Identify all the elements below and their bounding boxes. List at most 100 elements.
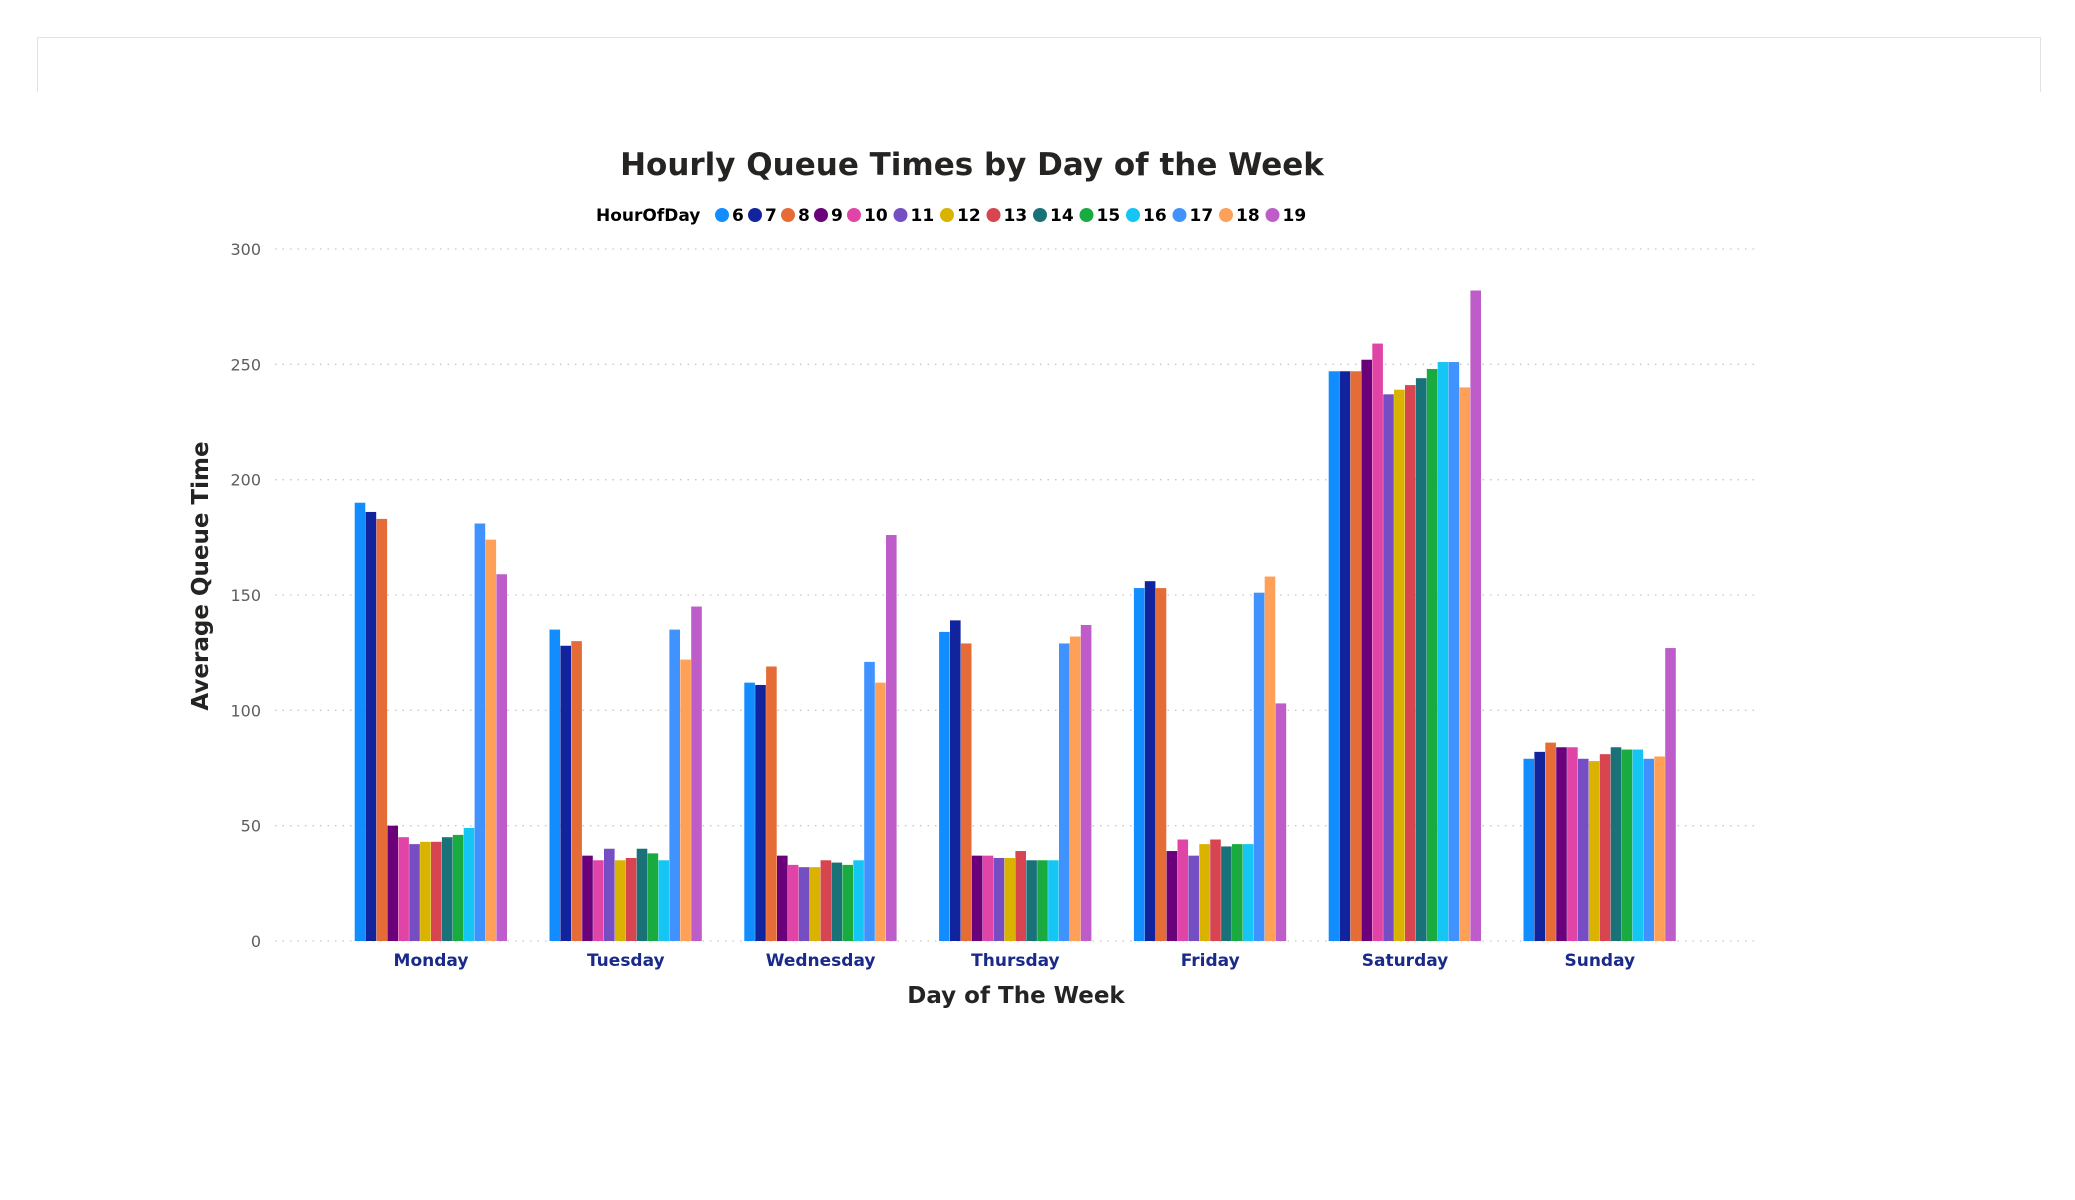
bar-sunday-hour-13[interactable] (1599, 754, 1611, 941)
bar-monday-hour-10[interactable] (398, 837, 409, 941)
bar-saturday-hour-18[interactable] (1459, 387, 1471, 941)
bar-tuesday-hour-19[interactable] (691, 606, 702, 941)
bar-sunday-hour-14[interactable] (1610, 747, 1622, 941)
bar-saturday-hour-7[interactable] (1339, 371, 1351, 941)
bar-wednesday-hour-18[interactable] (875, 682, 886, 941)
bar-tuesday-hour-16[interactable] (658, 860, 670, 941)
bar-monday-hour-19[interactable] (496, 574, 507, 941)
bar-sunday-hour-9[interactable] (1556, 747, 1567, 941)
bar-monday-hour-14[interactable] (441, 837, 453, 941)
bar-tuesday-hour-15[interactable] (647, 853, 659, 941)
bar-tuesday-hour-7[interactable] (560, 645, 571, 941)
bar-wednesday-hour-15[interactable] (842, 864, 853, 941)
bar-friday-hour-18[interactable] (1264, 576, 1276, 941)
bars[interactable] (354, 290, 1676, 942)
legend-item-18[interactable]: 18 (1236, 206, 1260, 226)
bar-sunday-hour-8[interactable] (1545, 742, 1556, 941)
legend-item-14[interactable]: 14 (1050, 206, 1074, 226)
bar-monday-hour-8[interactable] (376, 518, 388, 941)
bar-wednesday-hour-17[interactable] (864, 661, 875, 941)
bar-sunday-hour-6[interactable] (1523, 758, 1535, 941)
bar-wednesday-hour-7[interactable] (755, 684, 766, 941)
bar-saturday-hour-10[interactable] (1372, 343, 1383, 941)
legend-item-7[interactable]: 7 (765, 206, 777, 226)
legend-item-12[interactable]: 12 (957, 206, 981, 226)
bar-friday-hour-7[interactable] (1144, 581, 1156, 941)
bar-sunday-hour-18[interactable] (1654, 756, 1665, 941)
bar-tuesday-hour-18[interactable] (680, 659, 691, 941)
bar-tuesday-hour-12[interactable] (614, 860, 626, 941)
bar-monday-hour-9[interactable] (387, 825, 398, 941)
bar-wednesday-hour-10[interactable] (787, 864, 799, 941)
bar-wednesday-hour-11[interactable] (798, 867, 810, 941)
bar-sunday-hour-16[interactable] (1632, 749, 1644, 941)
bar-saturday-hour-17[interactable] (1448, 362, 1460, 941)
bar-wednesday-hour-12[interactable] (809, 867, 821, 941)
bar-wednesday-hour-6[interactable] (744, 682, 755, 941)
bar-friday-hour-9[interactable] (1166, 851, 1178, 941)
bar-sunday-hour-10[interactable] (1567, 747, 1578, 941)
bar-monday-hour-15[interactable] (452, 834, 464, 941)
bar-wednesday-hour-14[interactable] (831, 862, 843, 941)
bar-friday-hour-8[interactable] (1155, 588, 1167, 941)
bar-tuesday-hour-9[interactable] (582, 855, 593, 941)
bar-sunday-hour-12[interactable] (1588, 761, 1600, 941)
bar-friday-hour-16[interactable] (1242, 844, 1254, 941)
bar-sunday-hour-19[interactable] (1665, 648, 1676, 941)
bar-sunday-hour-11[interactable] (1578, 758, 1589, 941)
bar-saturday-hour-15[interactable] (1426, 368, 1438, 941)
bar-thursday-hour-13[interactable] (1015, 851, 1026, 941)
bar-thursday-hour-10[interactable] (982, 855, 994, 941)
bar-tuesday-hour-11[interactable] (604, 848, 615, 941)
bar-saturday-hour-8[interactable] (1350, 371, 1362, 941)
bar-saturday-hour-19[interactable] (1470, 290, 1481, 941)
bar-monday-hour-13[interactable] (431, 841, 442, 941)
bar-monday-hour-7[interactable] (365, 511, 377, 941)
bar-tuesday-hour-10[interactable] (593, 860, 604, 941)
bar-friday-hour-19[interactable] (1275, 703, 1287, 941)
legend-item-13[interactable]: 13 (1004, 206, 1028, 226)
bar-sunday-hour-7[interactable] (1534, 751, 1545, 941)
bar-thursday-hour-19[interactable] (1080, 624, 1092, 941)
bar-friday-hour-14[interactable] (1221, 846, 1232, 941)
bar-thursday-hour-16[interactable] (1048, 860, 1059, 941)
bar-tuesday-hour-17[interactable] (669, 629, 680, 941)
bar-thursday-hour-6[interactable] (939, 631, 950, 941)
bar-tuesday-hour-14[interactable] (636, 848, 648, 941)
bar-friday-hour-6[interactable] (1133, 588, 1145, 941)
bar-wednesday-hour-13[interactable] (820, 860, 832, 941)
bar-thursday-hour-17[interactable] (1059, 643, 1070, 941)
bar-friday-hour-12[interactable] (1199, 844, 1210, 941)
legend-item-8[interactable]: 8 (798, 206, 810, 226)
bar-thursday-hour-9[interactable] (971, 855, 983, 941)
bar-wednesday-hour-16[interactable] (853, 860, 864, 941)
legend[interactable]: HourOfDay 6 7 8 9 10 11 12 13 14 15 16 17 18 19 (596, 206, 1306, 226)
bar-sunday-hour-15[interactable] (1621, 749, 1633, 941)
legend-item-9[interactable]: 9 (831, 206, 843, 226)
bar-tuesday-hour-6[interactable] (549, 629, 561, 941)
bar-monday-hour-6[interactable] (354, 502, 366, 941)
bar-saturday-hour-16[interactable] (1437, 362, 1449, 941)
bar-wednesday-hour-9[interactable] (777, 855, 788, 941)
bar-monday-hour-17[interactable] (474, 523, 486, 941)
bar-monday-hour-18[interactable] (485, 539, 497, 941)
legend-item-19[interactable]: 19 (1283, 206, 1307, 226)
bar-thursday-hour-14[interactable] (1026, 860, 1037, 941)
legend-item-11[interactable]: 11 (911, 206, 935, 226)
bar-friday-hour-17[interactable] (1253, 592, 1265, 941)
bar-friday-hour-11[interactable] (1188, 855, 1199, 941)
bar-friday-hour-15[interactable] (1232, 844, 1243, 941)
bar-tuesday-hour-13[interactable] (625, 857, 637, 941)
bar-saturday-hour-11[interactable] (1383, 394, 1394, 941)
bar-friday-hour-13[interactable] (1210, 839, 1221, 941)
bar-wednesday-hour-19[interactable] (886, 535, 897, 941)
bar-thursday-hour-18[interactable] (1069, 636, 1081, 941)
bar-thursday-hour-12[interactable] (1004, 857, 1016, 941)
legend-item-6[interactable]: 6 (732, 206, 744, 226)
bar-thursday-hour-11[interactable] (993, 857, 1005, 941)
legend-item-10[interactable]: 10 (864, 206, 888, 226)
bar-saturday-hour-12[interactable] (1394, 389, 1405, 942)
legend-item-17[interactable]: 17 (1190, 206, 1214, 226)
bar-monday-hour-12[interactable] (420, 841, 431, 941)
bar-monday-hour-16[interactable] (463, 827, 475, 941)
